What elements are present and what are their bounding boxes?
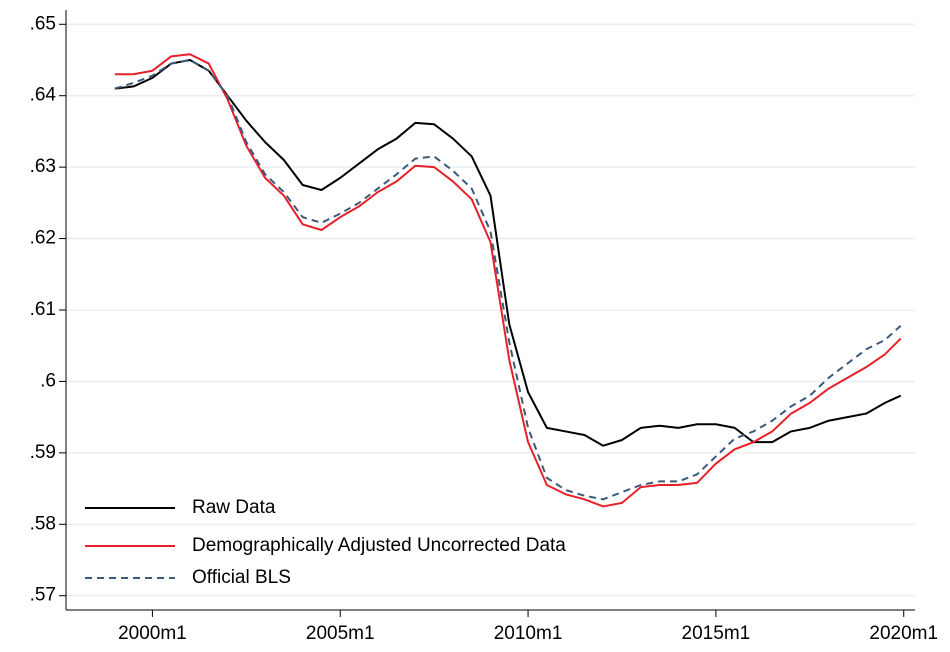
x-tick-label: 2020m1	[869, 623, 938, 644]
series-line	[114, 59, 902, 447]
y-tick-label: .57	[30, 585, 56, 606]
legend-label: Raw Data	[192, 497, 276, 518]
x-tick-label: 2010m1	[494, 623, 563, 644]
y-tick-label: .58	[30, 513, 56, 534]
y-tick-label: .61	[30, 299, 56, 320]
y-tick-label: .6	[40, 370, 56, 391]
y-tick-label: .62	[30, 228, 56, 249]
x-tick-label: 2000m1	[118, 623, 187, 644]
series-line	[114, 59, 902, 501]
y-tick-label: .65	[30, 13, 56, 34]
legend-label: Official BLS	[192, 567, 291, 588]
y-tick-label: .59	[30, 442, 56, 463]
series-line	[114, 53, 902, 508]
x-tick-label: 2005m1	[306, 623, 375, 644]
y-tick-label: .64	[30, 85, 57, 106]
legend-label: Demographically Adjusted Uncorrected Dat…	[192, 535, 566, 556]
x-tick-label: 2015m1	[682, 623, 751, 644]
y-tick-label: .63	[30, 156, 56, 177]
